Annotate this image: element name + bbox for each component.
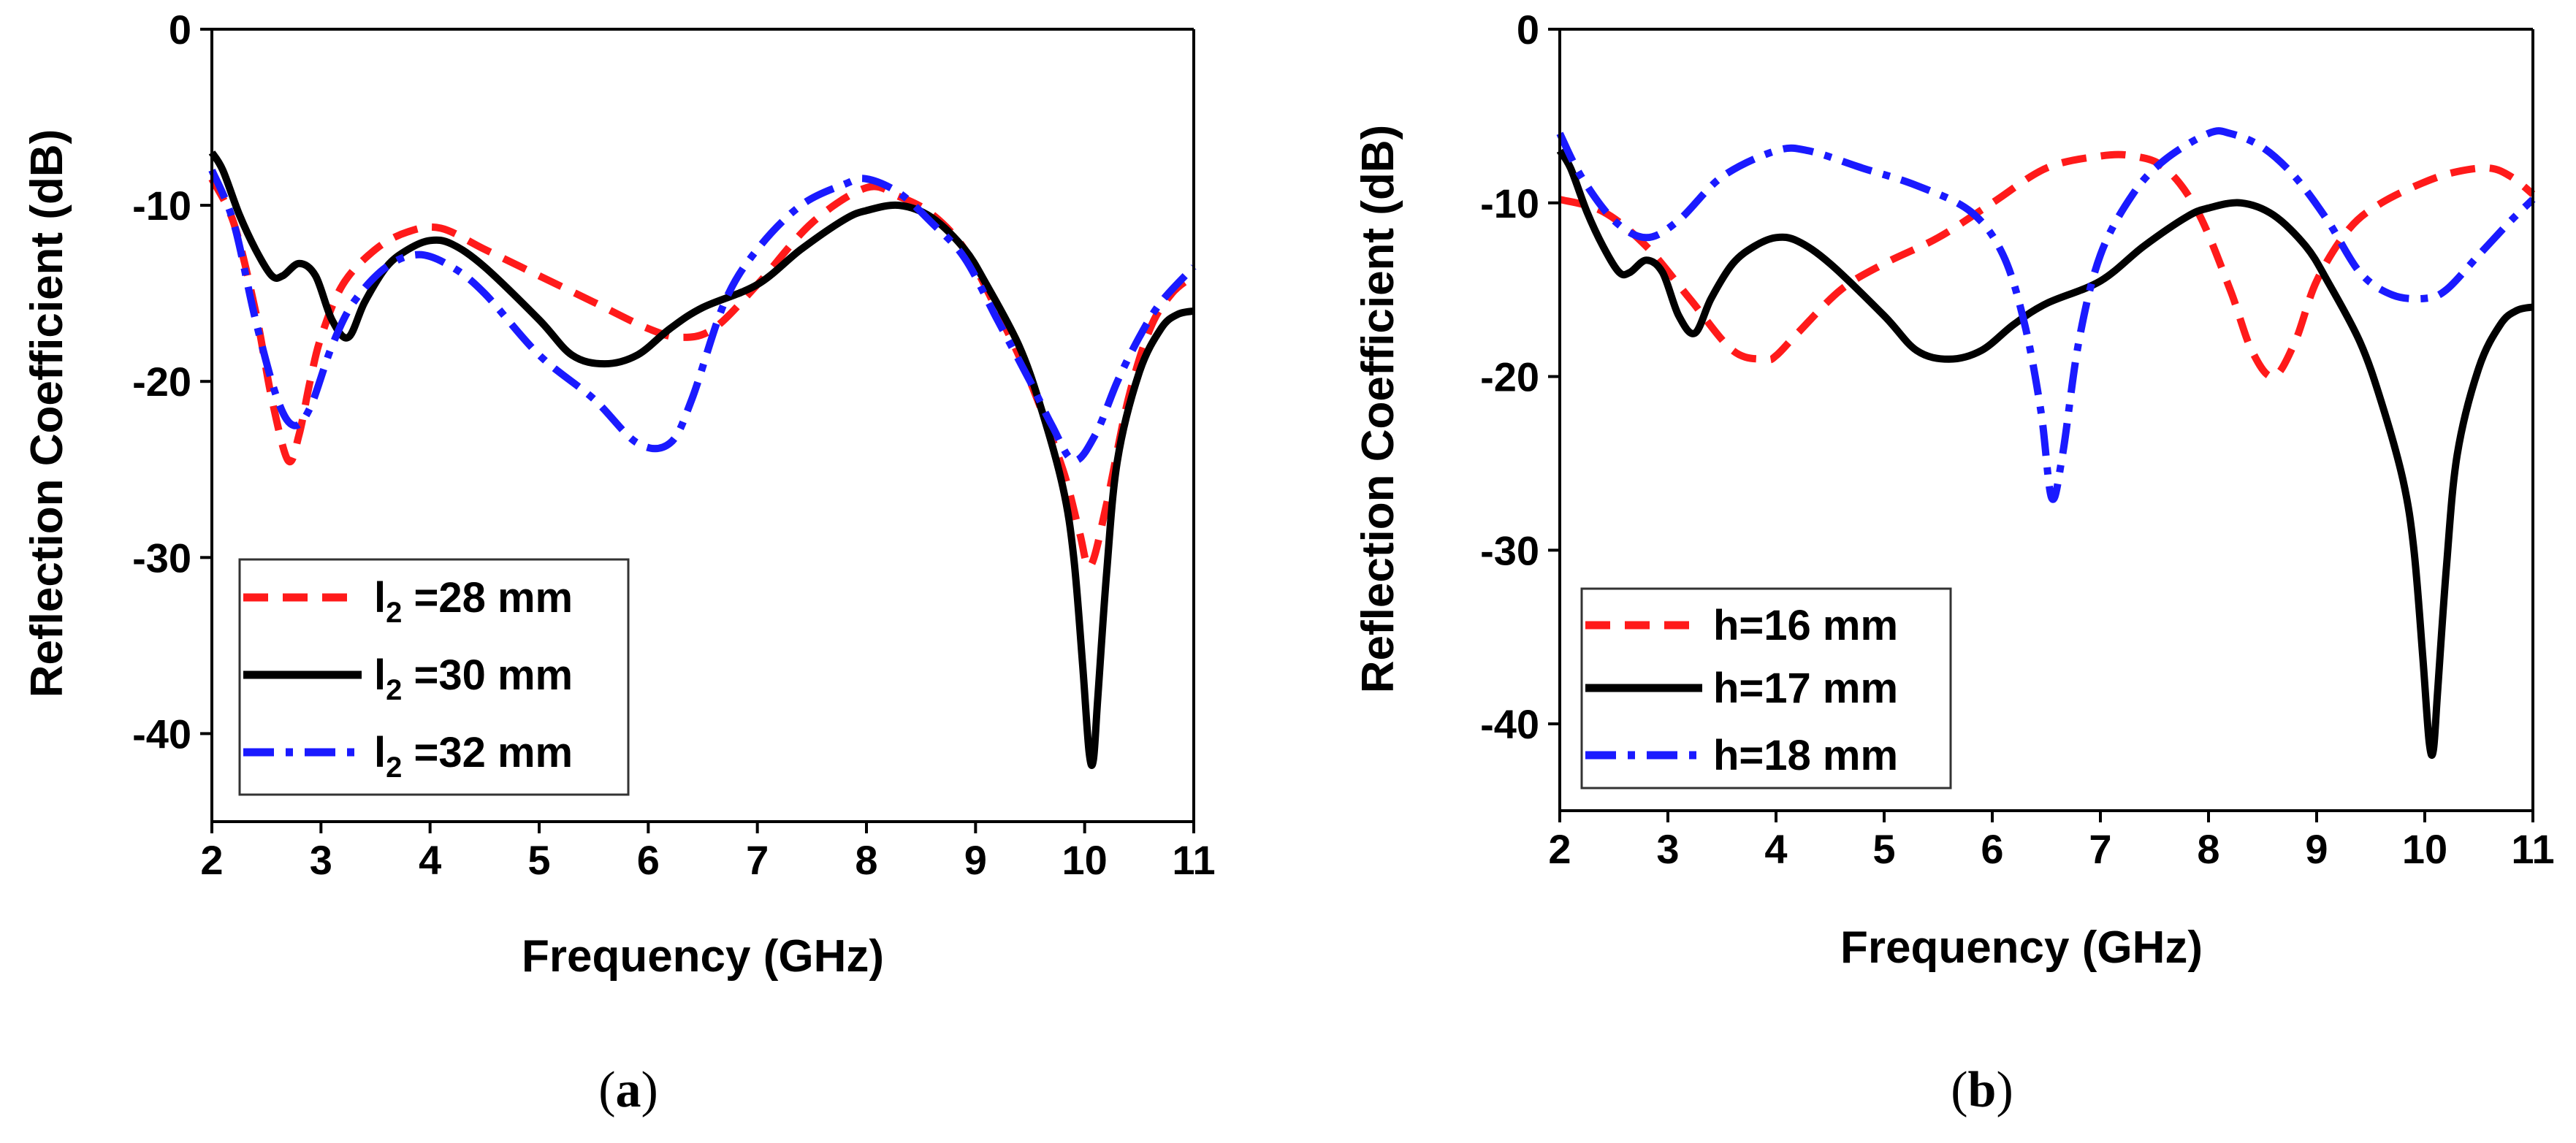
legend-item: h=17 mm xyxy=(1585,665,1898,712)
y-tick-label: 0 xyxy=(1517,7,1539,53)
x-tick-label: 10 xyxy=(2402,826,2447,872)
legend-label: h=16 mm xyxy=(1713,602,1898,649)
x-tick-label: 11 xyxy=(1172,837,1215,883)
y-tick-label: 0 xyxy=(169,7,191,53)
chart-panel-b: Reflection Coefficient (dB) Frequency (G… xyxy=(1353,7,2555,1118)
series-line xyxy=(208,177,1197,570)
x-tick-label: 3 xyxy=(310,837,332,883)
panel-label: (a) xyxy=(598,1062,658,1118)
x-tick-label: 9 xyxy=(964,837,987,883)
x-tick-label: 7 xyxy=(2089,826,2111,872)
legend-subscript: 2 xyxy=(386,597,402,629)
x-tick-label: 10 xyxy=(1062,837,1108,883)
ticks: 2 3 4 5 6 7 8 9 10 11 0 -10 -20 -30 -40 xyxy=(132,7,1216,883)
legend-subscript: 2 xyxy=(386,752,402,784)
legend-item: l2 =28 mm xyxy=(243,574,573,629)
series-line xyxy=(208,168,1197,465)
chart-panel-a: Reflection Coefficient (dB) Frequency (G… xyxy=(22,7,1216,1118)
legend-subscript: 2 xyxy=(386,674,402,706)
legend-item: l2 =32 mm xyxy=(243,729,573,784)
x-axis-title: Frequency (GHz) xyxy=(522,931,884,982)
legend-item: l2 =30 mm xyxy=(243,651,573,706)
x-tick-label: 8 xyxy=(2197,826,2219,872)
x-tick-label: 2 xyxy=(1548,826,1571,872)
legend-label: l2 =28 mm xyxy=(374,574,573,629)
y-tick-label: -40 xyxy=(1480,701,1539,747)
x-tick-label: 6 xyxy=(1981,826,2003,872)
y-tick-label: -40 xyxy=(132,711,191,757)
legend-label: l2 =32 mm xyxy=(374,729,573,784)
y-tick-label: -10 xyxy=(1480,180,1539,226)
legend-label: h=17 mm xyxy=(1713,665,1898,712)
legend-label: l2 =30 mm xyxy=(374,651,573,706)
y-tick-label: -20 xyxy=(1480,354,1539,400)
legend: l2 =28 mm l2 =30 mm l2 =32 mm xyxy=(238,558,630,796)
series-group xyxy=(208,150,1197,769)
x-tick-label: 4 xyxy=(1764,826,1787,872)
y-tick-label: -20 xyxy=(132,359,191,405)
series-line xyxy=(1556,127,2536,503)
x-tick-label: 7 xyxy=(746,837,769,883)
x-axis-title: Frequency (GHz) xyxy=(1840,922,2203,973)
series-line xyxy=(208,150,1195,769)
legend-item: h=16 mm xyxy=(1585,602,1898,649)
legend-label: h=18 mm xyxy=(1713,732,1898,779)
y-axis-title: Reflection Coefficient (dB) xyxy=(22,129,72,697)
x-tick-label: 2 xyxy=(200,837,223,883)
x-tick-label: 11 xyxy=(2511,826,2554,872)
series-line xyxy=(1558,150,2536,381)
y-tick-label: -30 xyxy=(1480,527,1539,573)
series-line xyxy=(1556,148,2534,760)
x-tick-label: 5 xyxy=(527,837,550,883)
ticks: 2 3 4 5 6 7 8 9 10 11 0 -10 -20 -30 -40 xyxy=(1480,7,2555,872)
y-axis-title: Reflection Coefficient (dB) xyxy=(1353,125,1403,693)
y-tick-label: -30 xyxy=(132,535,191,581)
x-tick-label: 5 xyxy=(1872,826,1895,872)
x-tick-label: 8 xyxy=(855,837,877,883)
x-tick-label: 9 xyxy=(2305,826,2328,872)
legend-item: h=18 mm xyxy=(1585,732,1898,779)
x-tick-label: 3 xyxy=(1656,826,1679,872)
x-tick-label: 6 xyxy=(637,837,660,883)
legend: h=16 mm h=17 mm h=18 mm xyxy=(1580,587,1952,790)
panel-label: (b) xyxy=(1951,1062,2013,1118)
y-tick-label: -10 xyxy=(132,183,191,229)
x-tick-label: 4 xyxy=(419,837,441,883)
series-group xyxy=(1556,127,2536,760)
